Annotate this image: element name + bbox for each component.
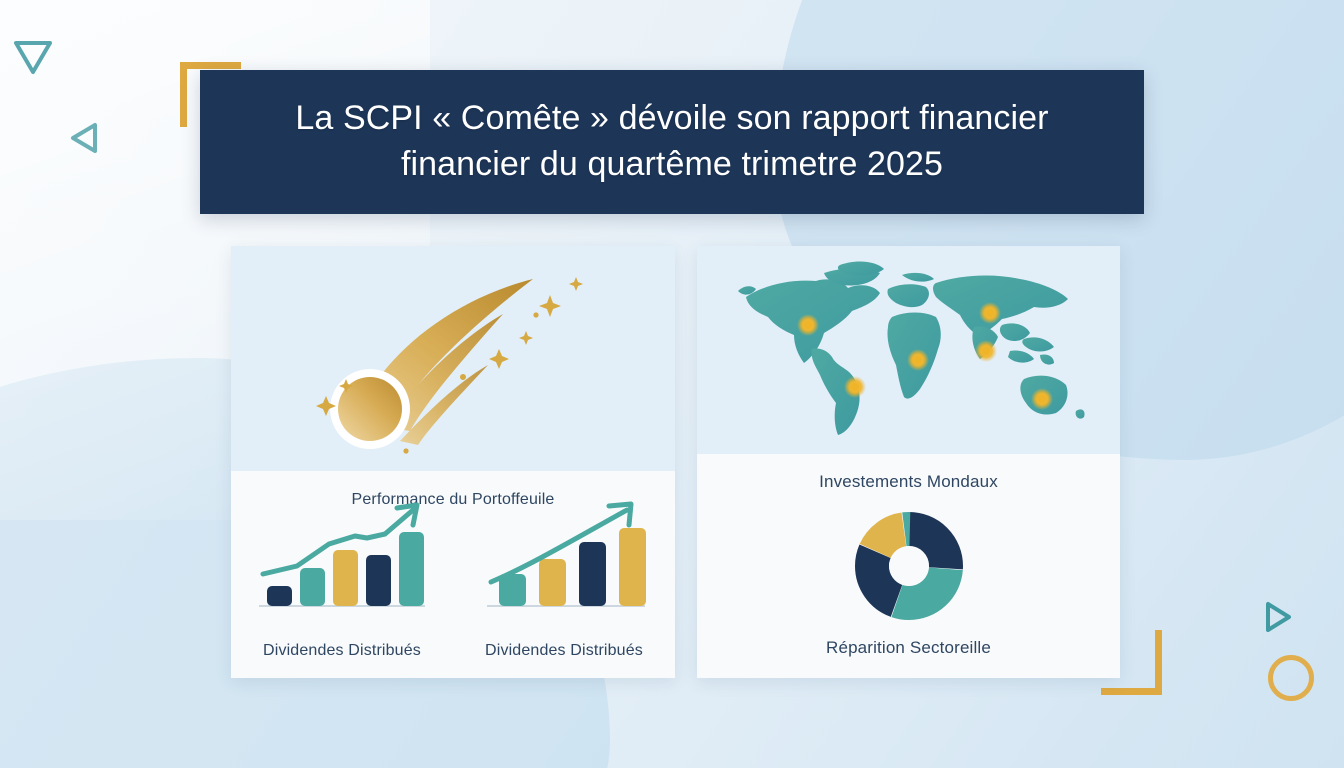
global-investments-card[interactable]: Investements Mondaux xyxy=(697,246,1120,678)
portfolio-charts xyxy=(231,501,675,630)
headline-line-1: La SCPI « Comête » dévoile son rapport f… xyxy=(295,99,1049,138)
world-map-icon xyxy=(724,255,1094,445)
triangle-right-icon xyxy=(1262,600,1294,634)
global-investments-caption-bottom: Réparition Sectoreille xyxy=(826,638,991,657)
global-investments-card-body: Investements Mondaux xyxy=(697,454,1120,678)
portfolio-card[interactable]: Performance du Portoffeuile xyxy=(231,246,675,678)
dividends-left-caption: Dividendes Distribués xyxy=(263,642,421,659)
comet-icon xyxy=(288,259,618,459)
circle-outline-icon xyxy=(1268,655,1314,701)
sector-donut-wrap xyxy=(697,498,1120,634)
investment-markers xyxy=(796,302,1053,410)
portfolio-card-body: Performance du Portoffeuile xyxy=(231,471,675,678)
global-investments-card-media xyxy=(697,246,1120,454)
corner-bracket-bottom-right-icon xyxy=(1101,630,1162,695)
dividends-right-chart xyxy=(469,498,659,630)
portfolio-caption-top: Performance du Portoffeuile xyxy=(351,491,555,508)
headline-text: La SCPI « Comête » dévoile son rapport f… xyxy=(259,96,1084,188)
dividends-left-chart xyxy=(247,498,437,630)
headline-banner: La SCPI « Comête » dévoile son rapport f… xyxy=(200,70,1144,214)
triangle-left-icon xyxy=(68,121,100,155)
portfolio-card-media xyxy=(231,246,675,471)
global-investments-caption-top: Investements Mondaux xyxy=(819,472,998,491)
corner-bracket-top-left-icon xyxy=(180,62,241,127)
headline-line-2: financier du quartême trimetre 2025 xyxy=(400,145,944,183)
sector-allocation-donut xyxy=(847,504,971,628)
dividends-right-caption: Dividendes Distribués xyxy=(485,642,643,659)
